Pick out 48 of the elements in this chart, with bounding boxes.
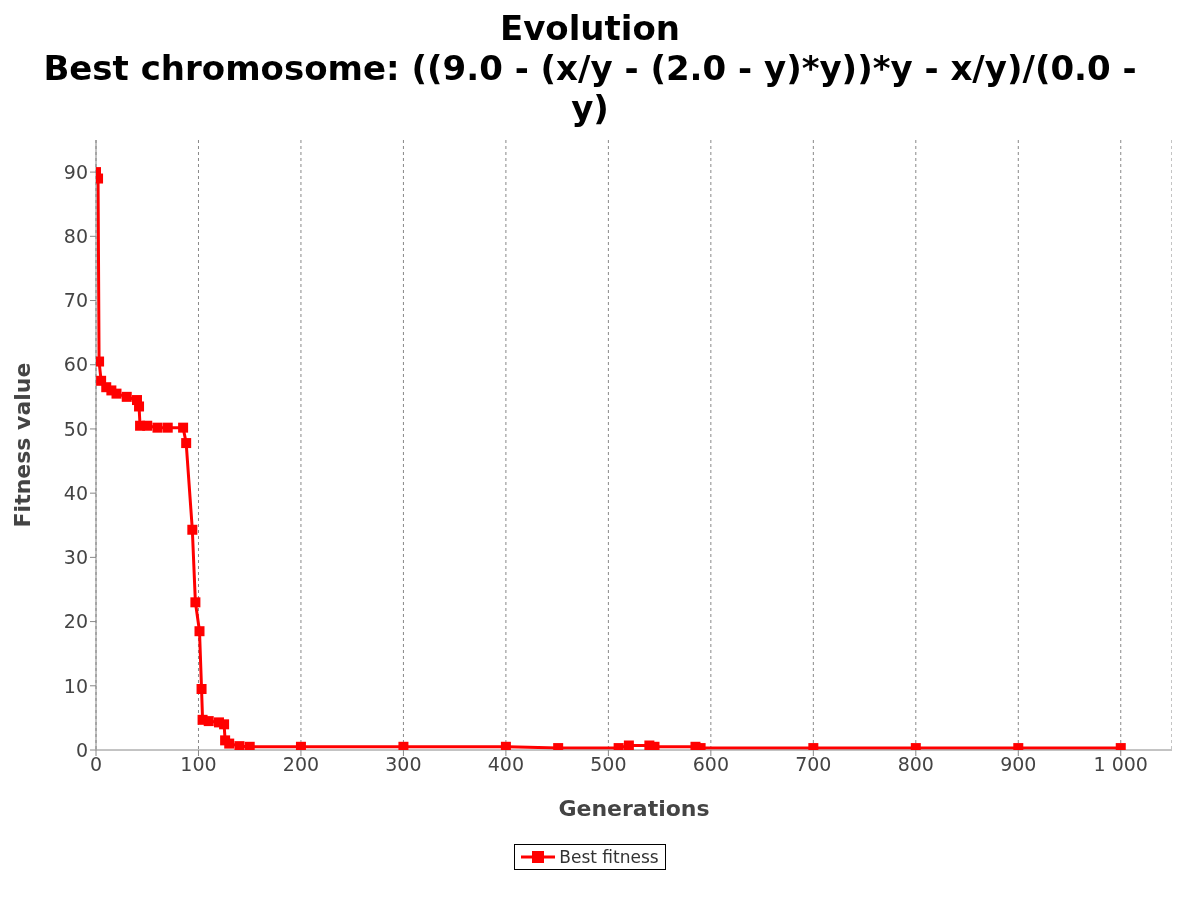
point [203,716,214,727]
point [398,741,409,750]
x-tick-label: 300 [385,753,422,776]
chart-title: Evolution [498,8,682,48]
x-tick-label: 700 [795,753,832,776]
point [196,684,207,694]
x-tick-label: 0 [89,753,103,776]
y-tick-label: 80 [63,225,88,248]
point [224,738,235,749]
x-tick-label: 500 [590,753,627,776]
point [623,740,634,750]
point [152,422,163,433]
y-tick-label: 40 [63,481,88,504]
y-tick-label: 90 [63,160,88,183]
point [234,741,245,750]
point [187,524,198,535]
y-tick-label: 50 [63,417,88,440]
y-tick-label: 60 [63,353,88,376]
y-tick-label: 0 [75,738,88,761]
point [142,420,153,431]
point [178,422,189,433]
x-tick-label: 1 000 [1093,753,1148,776]
x-tick-label: 800 [897,753,934,776]
y-tick-label: 30 [63,546,88,569]
chart-subtitle: Best chromosome: ((9.0 - (x/y - (2.0 - y)*y))*y - x/y)/(0.0 - y) [42,48,1138,128]
point [134,401,145,412]
x-tick-label: 400 [487,753,525,776]
legend-label: Best fitness [558,847,659,867]
x-tick-label: 100 [180,753,217,776]
y-tick-label: 10 [63,674,88,697]
x-tick-label: 900 [1000,753,1037,776]
point [500,741,511,750]
point [111,388,122,399]
point [181,438,192,449]
x-tick-label: 200 [282,753,320,776]
point [219,719,230,730]
point [96,356,105,367]
y-tick-label: 20 [63,610,88,633]
point [121,391,132,402]
y-axis-title: Fitness value [9,362,35,528]
point [162,422,173,433]
x-axis-title: Generations [558,796,710,821]
x-tick-label: 600 [692,753,729,776]
point [295,741,306,750]
point [194,626,205,637]
y-tick-label: 70 [63,289,88,312]
point [244,741,255,750]
point [190,597,201,608]
